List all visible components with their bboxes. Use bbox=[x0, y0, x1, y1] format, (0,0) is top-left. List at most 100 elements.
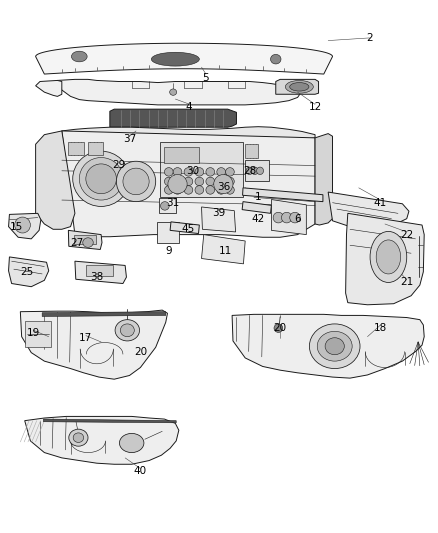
Polygon shape bbox=[75, 261, 127, 284]
Polygon shape bbox=[68, 230, 102, 249]
Bar bbox=[245, 160, 269, 181]
Ellipse shape bbox=[73, 433, 84, 442]
Ellipse shape bbox=[117, 161, 155, 201]
Ellipse shape bbox=[370, 231, 407, 282]
Polygon shape bbox=[62, 127, 315, 147]
Ellipse shape bbox=[173, 185, 182, 194]
Ellipse shape bbox=[325, 338, 344, 355]
Text: 38: 38 bbox=[90, 272, 103, 282]
Polygon shape bbox=[42, 312, 166, 317]
Ellipse shape bbox=[184, 185, 193, 194]
Ellipse shape bbox=[160, 201, 169, 210]
Ellipse shape bbox=[14, 217, 30, 233]
Text: 17: 17 bbox=[79, 333, 92, 343]
Polygon shape bbox=[315, 134, 332, 225]
Polygon shape bbox=[201, 235, 245, 264]
Text: 40: 40 bbox=[134, 466, 147, 476]
Ellipse shape bbox=[184, 167, 193, 176]
Ellipse shape bbox=[251, 167, 258, 174]
Ellipse shape bbox=[226, 185, 234, 194]
Ellipse shape bbox=[282, 212, 292, 223]
Ellipse shape bbox=[273, 212, 284, 223]
Polygon shape bbox=[276, 79, 318, 94]
Polygon shape bbox=[35, 80, 62, 96]
Ellipse shape bbox=[164, 185, 173, 194]
Ellipse shape bbox=[83, 238, 93, 247]
Bar bbox=[164, 147, 199, 163]
Text: 4: 4 bbox=[185, 102, 192, 112]
Ellipse shape bbox=[151, 52, 199, 66]
Ellipse shape bbox=[274, 324, 283, 333]
Ellipse shape bbox=[290, 212, 300, 223]
Ellipse shape bbox=[71, 51, 87, 62]
Text: 19: 19 bbox=[27, 328, 40, 338]
Ellipse shape bbox=[79, 158, 123, 200]
Ellipse shape bbox=[226, 167, 234, 176]
Bar bbox=[159, 198, 176, 213]
Polygon shape bbox=[201, 207, 236, 232]
Text: 36: 36 bbox=[217, 182, 230, 192]
Polygon shape bbox=[20, 310, 167, 379]
Bar bbox=[74, 235, 96, 244]
Ellipse shape bbox=[217, 167, 226, 176]
Ellipse shape bbox=[376, 240, 401, 274]
Polygon shape bbox=[232, 314, 424, 378]
Text: 2: 2 bbox=[366, 33, 373, 43]
Ellipse shape bbox=[257, 167, 264, 174]
Polygon shape bbox=[9, 213, 41, 239]
Ellipse shape bbox=[206, 185, 215, 194]
Text: 29: 29 bbox=[112, 160, 125, 171]
Ellipse shape bbox=[195, 167, 204, 176]
Polygon shape bbox=[35, 131, 75, 229]
Bar bbox=[25, 321, 51, 348]
Ellipse shape bbox=[195, 185, 204, 194]
Polygon shape bbox=[43, 419, 176, 423]
Ellipse shape bbox=[115, 320, 140, 341]
Text: 12: 12 bbox=[308, 102, 321, 112]
Ellipse shape bbox=[170, 89, 177, 95]
Bar bbox=[245, 144, 258, 158]
Ellipse shape bbox=[286, 80, 313, 93]
Text: 9: 9 bbox=[166, 246, 172, 255]
Text: 22: 22 bbox=[400, 230, 413, 240]
Ellipse shape bbox=[69, 429, 88, 446]
Polygon shape bbox=[25, 416, 179, 464]
Text: 39: 39 bbox=[212, 208, 226, 219]
Text: 41: 41 bbox=[374, 198, 387, 208]
Ellipse shape bbox=[164, 167, 173, 176]
Bar bbox=[88, 142, 103, 155]
Text: 28: 28 bbox=[243, 166, 256, 176]
Ellipse shape bbox=[217, 185, 226, 194]
Ellipse shape bbox=[184, 177, 193, 185]
Polygon shape bbox=[170, 222, 199, 233]
Ellipse shape bbox=[206, 177, 215, 185]
Polygon shape bbox=[243, 188, 323, 201]
Ellipse shape bbox=[206, 167, 215, 176]
Text: 42: 42 bbox=[252, 214, 265, 224]
Polygon shape bbox=[62, 131, 315, 237]
Ellipse shape bbox=[86, 164, 117, 193]
Bar bbox=[157, 222, 179, 243]
Text: 11: 11 bbox=[219, 246, 232, 255]
Ellipse shape bbox=[123, 168, 149, 195]
Polygon shape bbox=[272, 199, 306, 235]
Ellipse shape bbox=[168, 174, 187, 193]
Ellipse shape bbox=[217, 177, 226, 185]
Bar bbox=[68, 142, 84, 155]
Ellipse shape bbox=[195, 177, 204, 185]
Ellipse shape bbox=[120, 433, 144, 453]
Text: 45: 45 bbox=[182, 224, 195, 235]
Ellipse shape bbox=[226, 177, 234, 185]
Text: 21: 21 bbox=[400, 278, 413, 287]
Text: 18: 18 bbox=[374, 322, 387, 333]
Ellipse shape bbox=[290, 83, 309, 91]
Ellipse shape bbox=[173, 177, 182, 185]
Text: 20: 20 bbox=[274, 322, 287, 333]
Polygon shape bbox=[35, 43, 332, 74]
Ellipse shape bbox=[214, 174, 233, 193]
Ellipse shape bbox=[120, 324, 134, 337]
Text: 30: 30 bbox=[186, 166, 199, 176]
Ellipse shape bbox=[309, 324, 360, 368]
Bar bbox=[86, 265, 113, 276]
Polygon shape bbox=[57, 79, 302, 105]
